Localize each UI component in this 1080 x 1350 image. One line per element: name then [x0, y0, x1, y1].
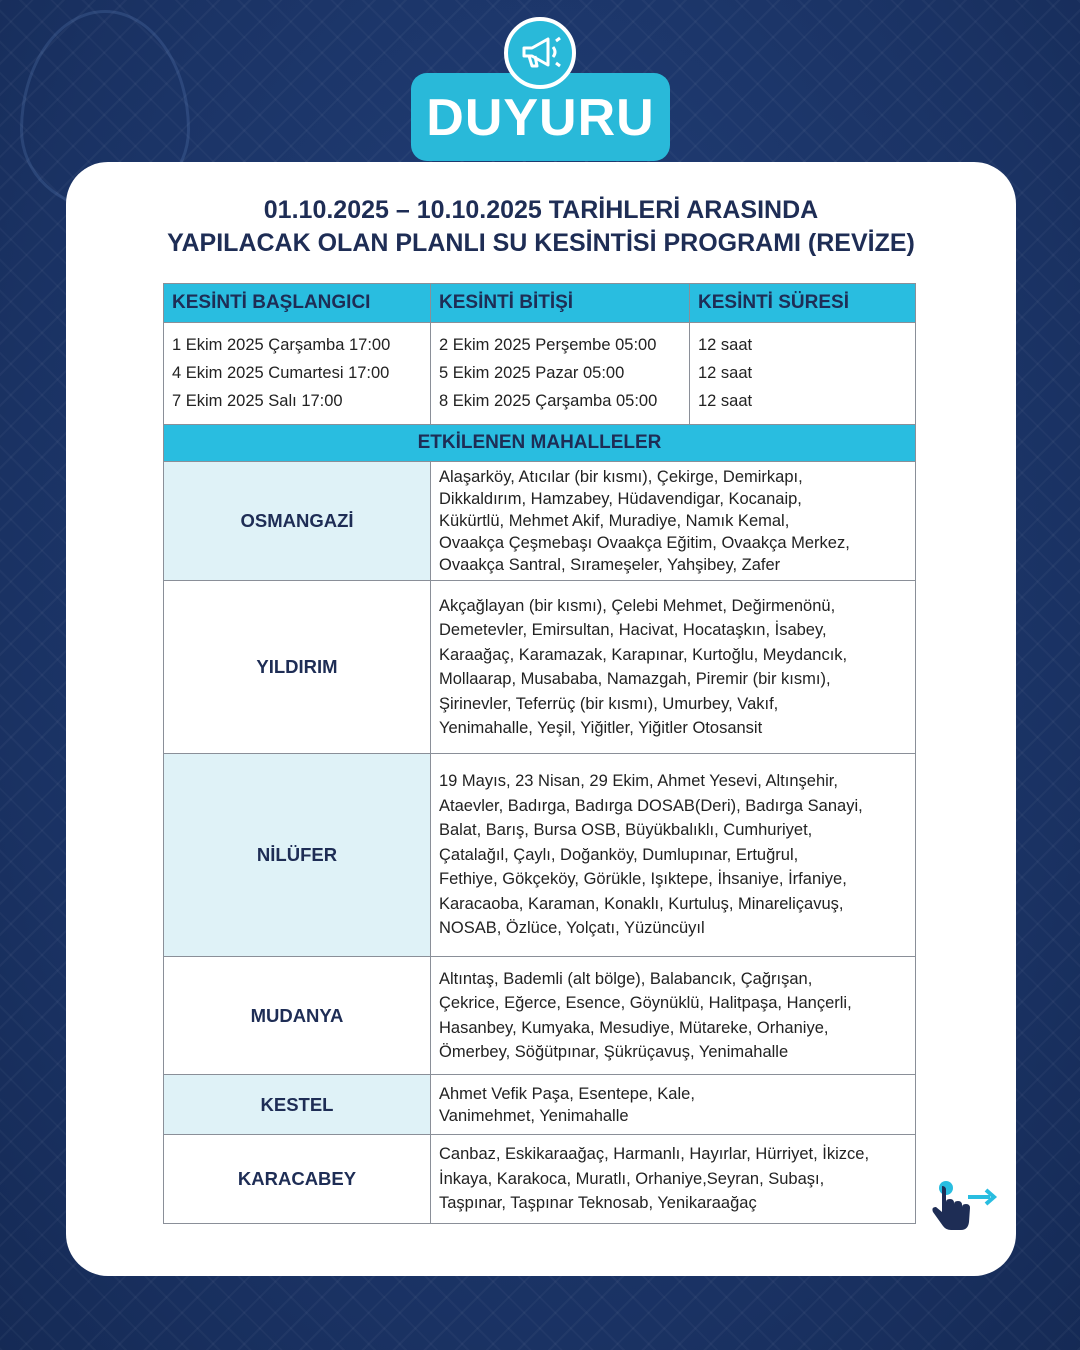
start-time: 4 Ekim 2025 Cumartesi 17:00	[172, 364, 390, 382]
start-times: 1 Ekim 2025 Çarşamba 17:00 4 Ekim 2025 Cu…	[163, 322, 431, 426]
district-row: YILDIRIM Akçağlayan (bir kısmı), Çelebi M…	[163, 580, 916, 754]
district-row: MUDANYA Altıntaş, Bademli (alt bölge), Ba…	[163, 956, 916, 1075]
neighborhood-line: Şirinevler, Teferrüç (bir kısmı), Umurbe…	[439, 694, 779, 713]
neighborhood-line: İnkaya, Karakoca, Muratlı, Orhaniye,Seyr…	[439, 1169, 825, 1188]
start-time: 7 Ekim 2025 Salı 17:00	[172, 392, 343, 410]
affected-header: ETKİLENEN MAHALLELER	[163, 424, 916, 462]
schedule-table: KESİNTİ BAŞLANGICI KESİNTİ BİTİŞİ KESİNT…	[163, 283, 916, 426]
neighborhood-line: Fethiye, Gökçeköy, Görükle, Işıktepe, İh…	[439, 870, 847, 889]
end-time: 2 Ekim 2025 Perşembe 05:00	[439, 336, 657, 354]
district-name: NİLÜFER	[163, 753, 431, 957]
neighborhood-line: Dikkaldırım, Hamzabey, Hüdavendigar, Koc…	[439, 490, 802, 508]
district-row: OSMANGAZİ Alaşarköy, Atıcılar (bir kısmı)…	[163, 461, 916, 581]
neighborhood-line: Ahmet Vefik Paşa, Esentepe, Kale,	[439, 1084, 695, 1103]
duration: 12 saat	[698, 392, 753, 410]
title-line-1: 01.10.2025 – 10.10.2025 TARİHLERİ ARASIN…	[263, 196, 819, 224]
neighborhood-list: Akçağlayan (bir kısmı), Çelebi Mehmet, D…	[430, 580, 916, 754]
neighborhood-line: 19 Mayıs, 23 Nisan, 29 Ekim, Ahmet Yesev…	[439, 772, 838, 791]
end-time: 5 Ekim 2025 Pazar 05:00	[439, 364, 625, 382]
neighborhood-line: Çekrice, Eğerce, Esence, Göynüklü, Halit…	[439, 994, 852, 1012]
neighborhood-line: Ataevler, Badırga, Badırga DOSAB(Deri), …	[439, 796, 863, 815]
duration: 12 saat	[698, 336, 753, 354]
neighborhood-line: Çatalağıl, Çaylı, Doğanköy, Dumlupınar, …	[439, 845, 799, 864]
schedule-body-row: 1 Ekim 2025 Çarşamba 17:00 4 Ekim 2025 Cu…	[163, 322, 916, 426]
header-duration: KESİNTİ SÜRESİ	[689, 283, 916, 323]
schedule-header-row: KESİNTİ BAŞLANGICI KESİNTİ BİTİŞİ KESİNT…	[163, 283, 916, 323]
start-time: 1 Ekim 2025 Çarşamba 17:00	[172, 336, 391, 354]
district-name: OSMANGAZİ	[163, 461, 431, 581]
neighborhood-list: 19 Mayıs, 23 Nisan, 29 Ekim, Ahmet Yesev…	[430, 753, 916, 957]
neighborhood-list: Canbaz, Eskikaraağaç, Harmanlı, Hayırlar…	[430, 1134, 916, 1224]
neighborhood-line: Ovaakça Santral, Sırameşeler, Yahşibey, …	[439, 556, 781, 574]
neighborhood-line: Alaşarköy, Atıcılar (bir kısmı), Çekirge…	[439, 468, 803, 486]
neighborhood-line: Karaağaç, Karamazak, Karapınar, Kurtoğlu…	[439, 645, 848, 664]
neighborhood-line: Canbaz, Eskikaraağaç, Harmanlı, Hayırlar…	[439, 1145, 870, 1164]
neighborhood-line: Ovaakça Çeşmebaşı Ovaakça Eğitim, Ovaakç…	[439, 534, 850, 552]
neighborhood-line: Kükürtlü, Mehmet Akif, Muradiye, Namık K…	[439, 512, 790, 530]
header-start: KESİNTİ BAŞLANGICI	[163, 283, 431, 323]
district-name: MUDANYA	[163, 956, 431, 1075]
swipe-hand-icon	[928, 1178, 1000, 1239]
neighborhood-line: Altıntaş, Bademli (alt bölge), Balabancı…	[439, 969, 813, 988]
durations: 12 saat 12 saat 12 saat	[689, 322, 916, 426]
neighborhood-line: Ömerbey, Söğütpınar, Şükrüçavuş, Yenimah…	[439, 1043, 789, 1061]
district-name: YILDIRIM	[163, 580, 431, 754]
neighborhood-line: Balat, Barış, Bursa OSB, Büyükbalıklı, C…	[439, 821, 813, 840]
neighborhood-line: Yenimahalle, Yeşil, Yiğitler, Yiğitler O…	[439, 719, 763, 737]
neighborhood-list: Alaşarköy, Atıcılar (bir kısmı), Çekirge…	[430, 461, 916, 581]
district-name: KARACABEY	[163, 1134, 431, 1224]
neighborhood-line: NOSAB, Özlüce, Yolçatı, Yüzüncüyıl	[439, 919, 705, 938]
end-time: 8 Ekim 2025 Çarşamba 05:00	[439, 392, 658, 410]
neighborhood-line: Vanimehmet, Yenimahalle	[439, 1106, 629, 1125]
neighborhood-line: Mollaarap, Musababa, Namazgah, Piremir (…	[439, 670, 831, 688]
neighborhood-list: Altıntaş, Bademli (alt bölge), Balabancı…	[430, 956, 916, 1075]
district-row: KESTEL Ahmet Vefik Paşa, Esentepe, Kale, V…	[163, 1074, 916, 1135]
duration: 12 saat	[698, 364, 753, 382]
district-name: KESTEL	[163, 1074, 431, 1135]
district-row: NİLÜFER 19 Mayıs, 23 Nisan, 29 Ekim, Ahme…	[163, 753, 916, 957]
neighborhood-line: Hasanbey, Kumyaka, Mesudiye, Mütareke, O…	[439, 1018, 829, 1037]
neighborhood-line: Demetevler, Emirsultan, Hacivat, Hocataş…	[439, 621, 827, 639]
title-line-2: YAPILACAK OLAN PLANLI SU KESİNTİSİ PROGR…	[167, 229, 915, 257]
header-end: KESİNTİ BİTİŞİ	[430, 283, 690, 323]
announcement-badge: DUYURU	[411, 73, 670, 161]
neighborhood-line: Taşpınar, Taşpınar Teknosab, Yenikaraağa…	[439, 1194, 757, 1213]
district-row: KARACABEY Canbaz, Eskikaraağaç, Harmanlı,…	[163, 1134, 916, 1224]
neighborhood-line: Akçağlayan (bir kısmı), Çelebi Mehmet, D…	[439, 596, 836, 615]
megaphone-icon	[504, 17, 576, 89]
affected-areas-table: ETKİLENEN MAHALLELER OSMANGAZİ Alaşarköy,…	[163, 424, 916, 1224]
neighborhood-list: Ahmet Vefik Paşa, Esentepe, Kale, Vanimeh…	[430, 1074, 916, 1135]
neighborhood-line: Karacaoba, Karaman, Konaklı, Kurtuluş, M…	[439, 894, 844, 913]
page-title: 01.10.2025 – 10.10.2025 TARİHLERİ ARASIN…	[66, 194, 1016, 260]
end-times: 2 Ekim 2025 Perşembe 05:00 5 Ekim 2025 Pa…	[430, 322, 690, 426]
